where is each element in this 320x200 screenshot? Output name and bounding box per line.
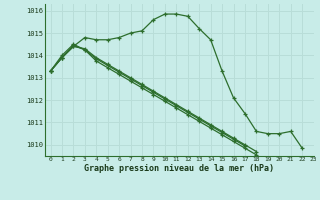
- X-axis label: Graphe pression niveau de la mer (hPa): Graphe pression niveau de la mer (hPa): [84, 164, 274, 173]
